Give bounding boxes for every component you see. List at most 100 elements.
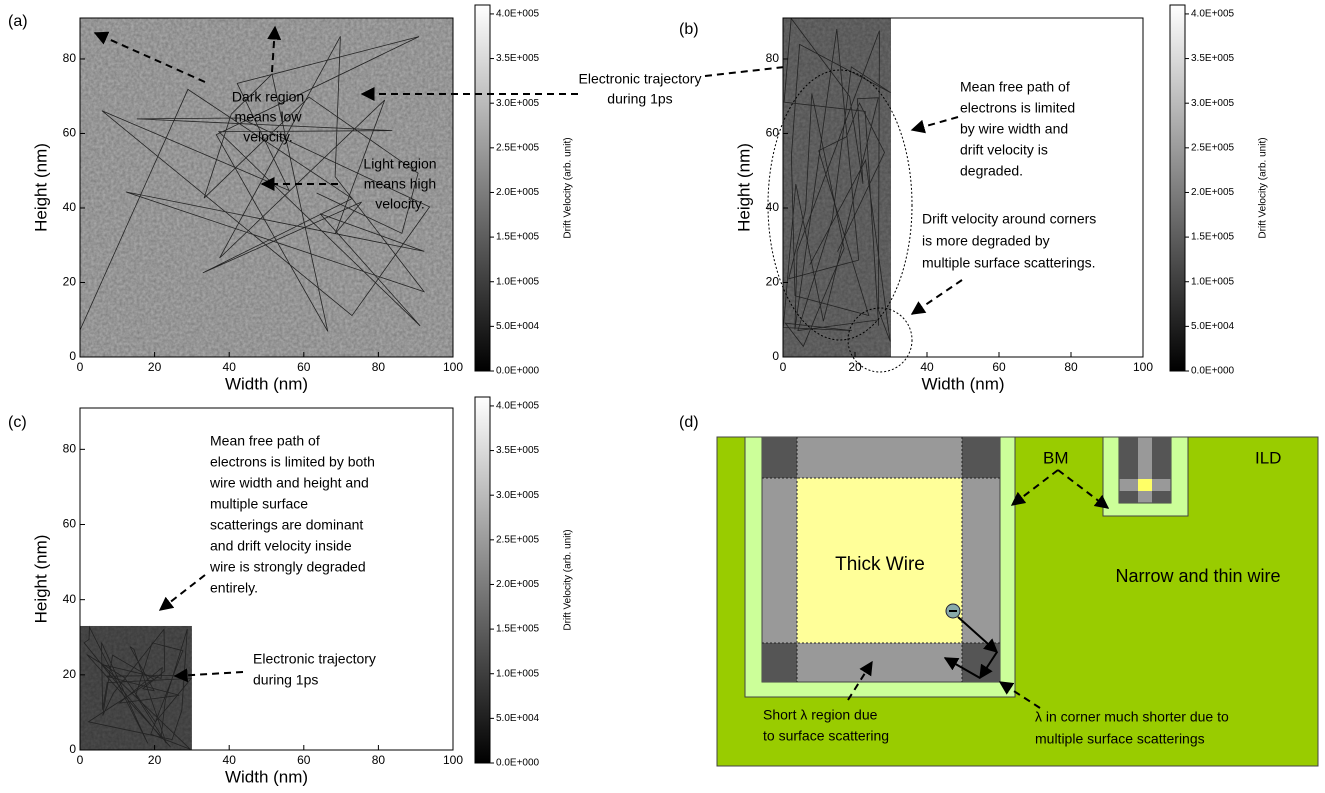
colorbar-label: Drift Velocity (arb. unit): [563, 137, 574, 238]
y-tick-label: 80: [63, 51, 77, 65]
annotation: Mean free path of: [960, 79, 1070, 95]
x-axis-label: Width (nm): [921, 374, 1004, 393]
x-tick-label: 0: [780, 360, 787, 374]
note: multiple surface scatterings: [1035, 731, 1205, 747]
x-tick-label: 80: [372, 753, 386, 767]
corner: [962, 437, 1000, 478]
corner: [1152, 437, 1171, 479]
annotation: velocity.: [375, 196, 425, 212]
panel: 020406080100020406080Width (nm)Height (n…: [8, 397, 574, 786]
colorbar-tick-label: 3.5E+005: [496, 53, 540, 64]
colorbar-tick-label: 4.0E+005: [1191, 9, 1235, 20]
x-tick-label: 60: [297, 753, 311, 767]
colorbar-tick-label: 2.0E+005: [496, 187, 540, 198]
colorbar-tick-label: 2.0E+005: [496, 579, 540, 590]
panel-label: (c): [8, 414, 27, 431]
label-narrow: Narrow and thin wire: [1115, 566, 1280, 586]
annotation: Drift velocity around corners: [922, 211, 1096, 227]
y-tick-label: 80: [63, 442, 77, 456]
colorbar-tick-label: 3.5E+005: [496, 445, 540, 456]
colorbar-tick-label: 1.0E+005: [496, 276, 540, 287]
annotation: electrons is limited by both: [210, 454, 375, 470]
x-axis-label: Width (nm): [225, 767, 308, 786]
note: λ in corner much shorter due to: [1035, 709, 1229, 725]
colorbar-tick-label: 5.0E+004: [496, 321, 540, 332]
colorbar-tick-label: 2.5E+005: [496, 534, 540, 545]
x-tick-label: 80: [1064, 360, 1078, 374]
colorbar-tick-label: 2.5E+005: [1191, 142, 1235, 153]
corner: [1119, 491, 1138, 503]
colorbar-tick-label: 1.5E+005: [496, 624, 540, 635]
x-tick-label: 80: [372, 360, 386, 374]
bulk-region: [1138, 479, 1152, 491]
annotation: Dark region: [232, 89, 304, 105]
colorbar-tick-label: 4.0E+005: [496, 401, 540, 412]
velocity-noise: [783, 18, 891, 357]
y-axis-label: Height (nm): [31, 535, 50, 624]
y-tick-label: 0: [69, 742, 76, 756]
x-tick-label: 20: [148, 753, 162, 767]
annotation: electrons is limited: [960, 100, 1075, 116]
x-tick-label: 100: [1133, 360, 1153, 374]
y-tick-label: 20: [766, 275, 780, 289]
label-ild: ILD: [1255, 448, 1281, 467]
corner: [1119, 437, 1138, 479]
y-tick-label: 20: [63, 275, 77, 289]
colorbar: [1170, 5, 1185, 371]
y-tick-label: 0: [69, 349, 76, 363]
y-tick-label: 60: [63, 126, 77, 140]
x-axis-label: Width (nm): [225, 374, 308, 393]
colorbar-label: Drift Velocity (arb. unit): [563, 529, 574, 630]
arrow: [160, 575, 205, 610]
colorbar-tick-label: 0.0E+000: [496, 366, 540, 377]
colorbar-tick-label: 3.0E+005: [496, 98, 540, 109]
annotation: wire width and height and: [209, 475, 369, 491]
figure: (d) BM ILD Thick Wire Narrow and thin wi…: [0, 0, 1325, 793]
annotation: degraded.: [960, 163, 1023, 179]
corner: [762, 643, 797, 682]
colorbar: [475, 5, 490, 371]
x-tick-label: 40: [920, 360, 934, 374]
y-tick-label: 20: [63, 667, 77, 681]
colorbar-tick-label: 1.0E+005: [1191, 276, 1235, 287]
colorbar-tick-label: 1.5E+005: [1191, 232, 1235, 243]
colorbar-tick-label: 1.0E+005: [496, 668, 540, 679]
arrow: [912, 280, 962, 314]
annotation: is more degraded by: [922, 233, 1050, 249]
annotation: Electronic trajectory: [579, 71, 702, 87]
annotation: Light region: [363, 156, 436, 172]
y-tick-label: 40: [63, 592, 77, 606]
annotation: entirely.: [210, 580, 258, 596]
corner: [1152, 491, 1171, 503]
label-thick: Thick Wire: [835, 554, 925, 575]
annotation: drift velocity is: [960, 142, 1048, 158]
colorbar-tick-label: 0.0E+000: [1191, 366, 1235, 377]
annotation: multiple surface: [210, 496, 308, 512]
annotation: means low: [235, 109, 303, 125]
y-tick-label: 0: [772, 349, 779, 363]
colorbar-tick-label: 3.0E+005: [496, 490, 540, 501]
panel-label: (b): [679, 21, 699, 38]
annotation: scatterings are dominant: [210, 517, 363, 533]
colorbar-tick-label: 5.0E+004: [496, 713, 540, 724]
x-tick-label: 40: [223, 753, 237, 767]
colorbar-tick-label: 3.5E+005: [1191, 53, 1235, 64]
corner: [762, 437, 797, 478]
annotation: wire is strongly degraded: [209, 559, 366, 575]
colorbar-tick-label: 1.5E+005: [496, 232, 540, 243]
annotation: Electronic trajectory: [253, 651, 376, 667]
annotation: multiple surface scatterings.: [922, 255, 1096, 271]
annotation: and drift velocity inside: [210, 538, 352, 554]
y-axis-label: Height (nm): [31, 143, 50, 232]
colorbar-tick-label: 5.0E+004: [1191, 321, 1235, 332]
note: Short λ region due: [763, 707, 878, 723]
x-tick-label: 0: [77, 360, 84, 374]
colorbar-tick-label: 2.5E+005: [496, 142, 540, 153]
colorbar-tick-label: 4.0E+005: [496, 9, 540, 20]
y-tick-label: 80: [766, 51, 780, 65]
colorbar-tick-label: 3.0E+005: [1191, 98, 1235, 109]
panel-label: (d): [679, 414, 699, 431]
annotation: means high: [364, 176, 436, 192]
y-axis-label: Height (nm): [734, 143, 753, 232]
